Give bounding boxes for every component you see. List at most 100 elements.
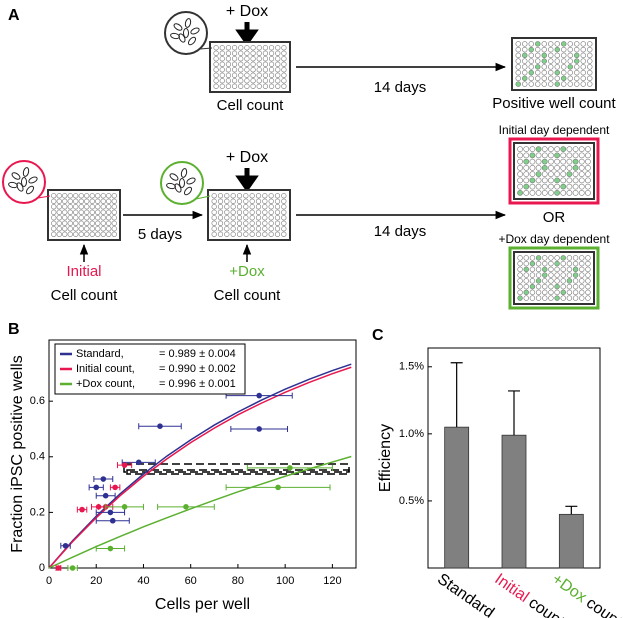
- well: [231, 50, 238, 56]
- well: [243, 209, 249, 215]
- well: [541, 58, 547, 64]
- cell: [183, 186, 193, 196]
- well: [89, 215, 95, 221]
- well: [217, 226, 224, 232]
- well: [574, 58, 580, 64]
- well: [541, 158, 548, 165]
- point: [107, 509, 114, 516]
- well: [262, 45, 269, 51]
- well: [78, 209, 84, 215]
- well: [560, 164, 567, 171]
- magnifier-line: [199, 47, 213, 50]
- well: [535, 289, 542, 296]
- error-bar: [508, 390, 520, 436]
- well: [585, 278, 591, 284]
- cell: [186, 177, 196, 185]
- well: [243, 220, 249, 226]
- well: [268, 231, 274, 237]
- well: [73, 220, 79, 226]
- well: [73, 193, 79, 199]
- well: [255, 193, 262, 199]
- magnifier: [164, 11, 208, 55]
- plate: [511, 37, 597, 91]
- well: [566, 283, 573, 290]
- well: [541, 177, 548, 184]
- well: [535, 158, 542, 165]
- well: [281, 215, 287, 221]
- well: [255, 204, 262, 210]
- well: [523, 283, 529, 290]
- well: [560, 295, 566, 301]
- point: [109, 517, 116, 524]
- duration-label: 14 days: [374, 79, 427, 96]
- well: [274, 198, 281, 204]
- x-tick-label-part: +Dox: [549, 571, 590, 607]
- well: [255, 231, 262, 237]
- well: [578, 177, 585, 184]
- well: [62, 220, 68, 226]
- well: [523, 177, 530, 184]
- well: [561, 46, 567, 53]
- well: [523, 189, 530, 196]
- well: [566, 158, 573, 165]
- y-tick-label: 0: [39, 562, 45, 574]
- well: [567, 69, 573, 76]
- well: [554, 171, 560, 178]
- well: [572, 177, 579, 184]
- well: [217, 193, 224, 199]
- well: [517, 171, 523, 178]
- well: [566, 255, 573, 261]
- highlight-box: [126, 469, 350, 475]
- well: [535, 41, 541, 47]
- well: [554, 283, 560, 290]
- well: [535, 164, 542, 171]
- well: [256, 83, 262, 89]
- well: [554, 289, 560, 296]
- well: [580, 69, 586, 76]
- well: [517, 158, 523, 165]
- well: [580, 46, 586, 53]
- well: [585, 177, 591, 184]
- well: [56, 226, 62, 232]
- well: [567, 41, 573, 47]
- well: [560, 289, 566, 296]
- well: [554, 58, 560, 64]
- well: [62, 215, 68, 221]
- cell: [187, 36, 197, 46]
- well: [262, 204, 268, 210]
- well: [262, 78, 269, 84]
- well: [255, 215, 262, 221]
- well: [585, 183, 591, 190]
- cell: [21, 177, 27, 187]
- well: [572, 152, 579, 159]
- point: [79, 506, 85, 513]
- well: [281, 45, 287, 51]
- well: [78, 204, 84, 210]
- well: [238, 61, 244, 67]
- well: [250, 56, 256, 62]
- well: [256, 61, 262, 67]
- dox-arrow: [235, 168, 259, 193]
- well: [249, 220, 255, 226]
- well: [554, 272, 560, 278]
- well: [106, 193, 112, 199]
- well: [529, 158, 536, 165]
- well: [554, 158, 560, 165]
- well: [56, 193, 62, 199]
- well: [100, 204, 106, 210]
- well: [231, 72, 238, 78]
- well: [238, 56, 244, 62]
- well: [528, 81, 534, 87]
- well: [574, 69, 580, 76]
- well: [535, 69, 541, 76]
- well: [51, 198, 57, 204]
- well: [560, 171, 567, 178]
- well: [523, 183, 530, 190]
- well: [535, 183, 542, 190]
- cell: [180, 168, 188, 178]
- well: [585, 152, 591, 159]
- well: [517, 164, 523, 171]
- well: [268, 226, 274, 232]
- well: [100, 209, 106, 215]
- well: [574, 81, 580, 87]
